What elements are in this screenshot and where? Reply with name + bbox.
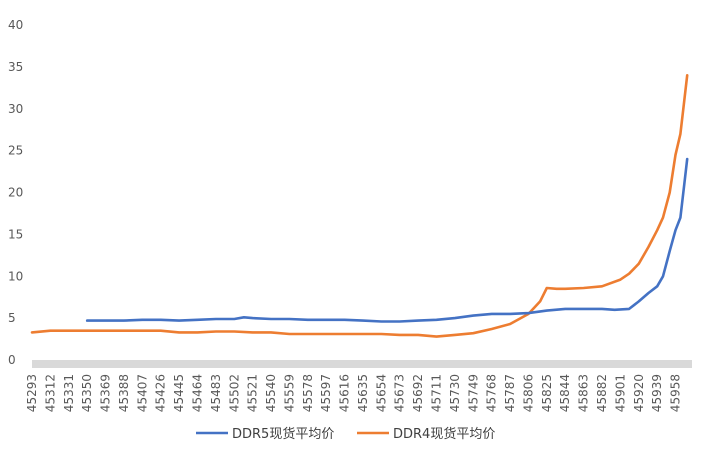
x-tick-label: 45540 (264, 374, 278, 412)
y-tick-label: 25 (8, 144, 23, 158)
x-tick-label: 45597 (319, 374, 333, 412)
series-layer (30, 74, 689, 338)
y-tick-label: 15 (8, 227, 23, 241)
x-tick-label: 45616 (338, 374, 352, 412)
x-tick-label: 45711 (430, 374, 444, 412)
x-tick-label: 45483 (209, 374, 223, 412)
y-tick-label: 10 (8, 269, 23, 283)
y-tick-label: 5 (8, 311, 16, 325)
y-tick-label: 0 (8, 353, 16, 367)
x-tick-label: 45407 (135, 374, 149, 412)
x-tick-label: 45882 (595, 374, 609, 412)
x-tick-label: 45312 (43, 374, 57, 412)
x-tick-label: 45863 (577, 374, 591, 412)
x-tick-label: 45730 (448, 374, 462, 412)
x-tick-label: 45768 (485, 374, 499, 412)
series-line-1 (30, 74, 689, 338)
x-tick-label: 45673 (393, 374, 407, 412)
x-tick-label: 45692 (411, 374, 425, 412)
x-tick-label: 45844 (558, 374, 572, 412)
x-tick-label: 45958 (669, 374, 683, 412)
x-tick-label: 45293 (25, 374, 39, 412)
x-tick-label: 45806 (521, 374, 535, 412)
x-tick-label: 45521 (246, 374, 260, 412)
y-tick-label: 40 (8, 18, 23, 32)
y-axis-ticks: 0 5 10 15 20 25 30 35 40 (8, 18, 23, 367)
y-tick-label: 20 (8, 186, 23, 200)
x-tick-label: 45445 (172, 374, 186, 412)
x-tick-label: 45350 (80, 374, 94, 412)
x-tick-label: 45559 (282, 374, 296, 412)
x-tick-label: 45787 (503, 374, 517, 412)
x-tick-label: 45331 (62, 374, 76, 412)
series-line-0 (85, 157, 689, 323)
x-tick-label: 45502 (227, 374, 241, 412)
x-tick-label: 45920 (632, 374, 646, 412)
x-tick-label: 45635 (356, 374, 370, 412)
x-tick-label: 45369 (99, 374, 113, 412)
x-axis-band (32, 360, 692, 368)
x-tick-label: 45749 (466, 374, 480, 412)
x-tick-label: 45464 (190, 374, 204, 412)
y-tick-label: 30 (8, 102, 23, 116)
x-tick-label: 45654 (374, 374, 388, 412)
x-tick-label: 45426 (154, 374, 168, 412)
x-tick-label: 45578 (301, 374, 315, 412)
x-tick-label: 45939 (650, 374, 664, 412)
x-tick-label: 45825 (540, 374, 554, 412)
x-tick-label: 45901 (613, 374, 627, 412)
x-axis-ticks: 45293 45312 45331 45350 45369 45388 45407 45426… (25, 374, 683, 412)
legend-label-1: DDR4现货平均价 (393, 426, 495, 442)
x-tick-label: 45388 (117, 374, 131, 412)
y-tick-label: 35 (8, 60, 23, 74)
legend: DDR5现货平均价 DDR4现货平均价 (196, 426, 495, 442)
legend-label-0: DDR5现货平均价 (232, 426, 334, 442)
